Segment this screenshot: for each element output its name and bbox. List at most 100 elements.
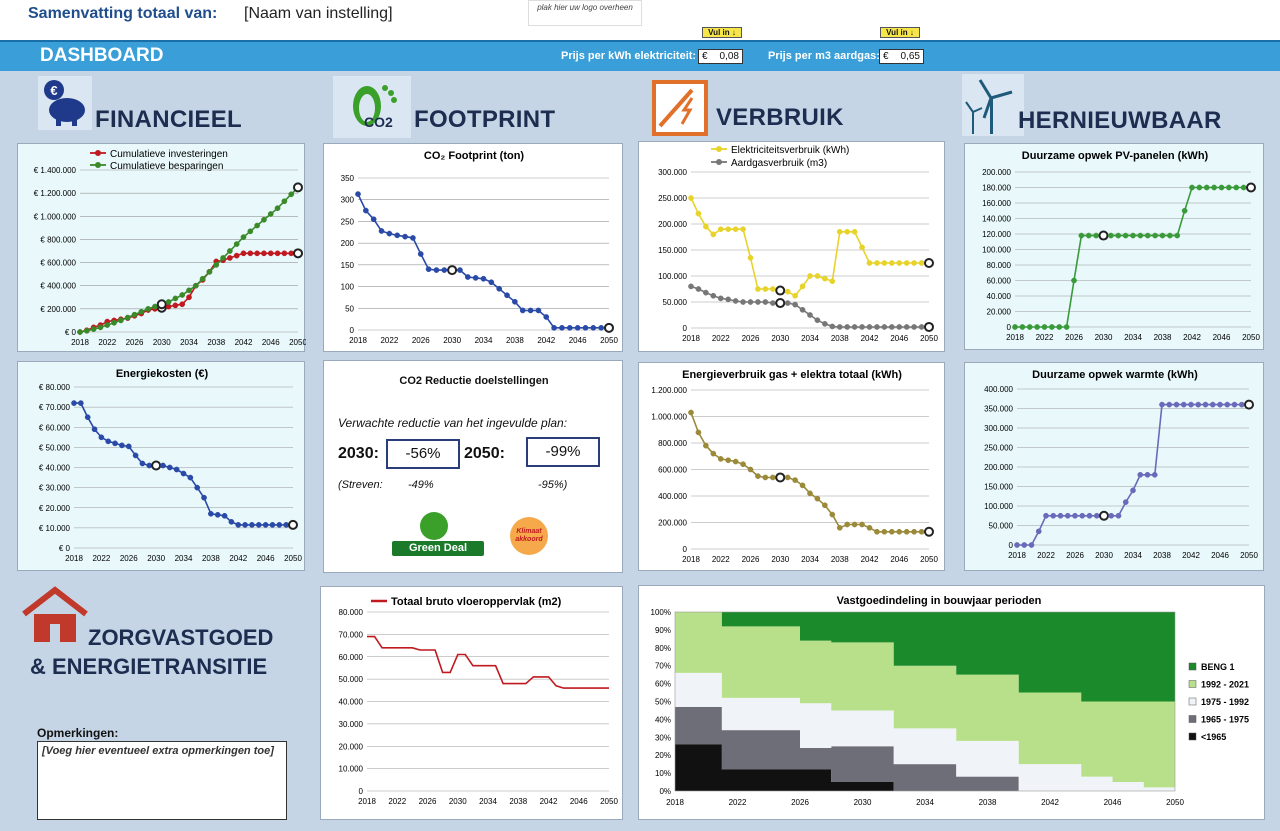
data-point — [851, 324, 858, 330]
x-tick-label: 2042 — [1182, 551, 1200, 560]
data-point — [441, 267, 448, 273]
x-tick-label: 2030 — [1095, 551, 1113, 560]
data-point — [844, 521, 851, 528]
data-point — [1115, 232, 1122, 239]
data-point — [1078, 232, 1085, 239]
data-point — [152, 303, 158, 310]
data-point — [1050, 512, 1057, 519]
area-band — [675, 706, 1175, 791]
x-tick-label: 2038 — [831, 334, 849, 343]
data-point — [274, 205, 281, 212]
data-point — [769, 474, 776, 481]
data-point — [91, 426, 98, 433]
series-line — [367, 635, 609, 689]
data-point — [717, 226, 724, 233]
co2-strive-2050: -95%) — [538, 479, 568, 491]
investments-panel: € 0 € 200.000 € 400.000 € 600.000 € 800.000 €… — [17, 143, 307, 352]
x-tick-label: 2046 — [1211, 551, 1229, 560]
heat-panel: Duurzame opwek warmte (kWh) 0 50.000 100.00… — [964, 362, 1264, 571]
x-tick-label: 2034 — [475, 336, 493, 345]
data-point — [755, 299, 761, 305]
chart-title: Energiekosten (€) — [116, 368, 209, 380]
costs-chart: Energiekosten (€) € 0 € 10.000 € 20.000 € 30… — [39, 368, 303, 563]
x-tick-label: 2022 — [98, 338, 116, 347]
institution-name[interactable]: [Naam van instelling] — [244, 5, 393, 22]
data-point — [836, 324, 843, 330]
legend-label: Cumulatieve besparingen — [110, 161, 223, 172]
gas-price-input[interactable]: €0,65 — [879, 49, 924, 64]
data-point — [822, 320, 828, 327]
data-point — [124, 314, 131, 321]
legend-label: Elektriciteitsverbruik (kWh) — [731, 145, 849, 156]
data-point — [1108, 232, 1114, 239]
y-tick-label: 300 — [341, 196, 355, 205]
legend-label: Aardgasverbruik (m3) — [731, 158, 827, 169]
section-usage-title: VERBRUIK — [716, 104, 844, 131]
y-tick-label: € 1.400.000 — [34, 166, 77, 175]
footprint-chart: CO₂ Footprint (ton) 0 50 100 150 200 250 300 350… — [341, 150, 619, 345]
data-point — [784, 288, 791, 295]
data-point — [1130, 232, 1136, 239]
chart-title: Vastgoedindeling in bouwjaar perioden — [837, 595, 1042, 607]
x-tick-label: 2042 — [229, 554, 247, 563]
x-tick-label: 2042 — [861, 555, 879, 564]
y-tick-label: 350 — [341, 174, 355, 183]
x-tick-label: 2034 — [801, 334, 819, 343]
x-tick-label: 2042 — [537, 336, 555, 345]
y-tick-label: 100% — [651, 608, 671, 617]
data-point — [1034, 324, 1040, 330]
data-point — [186, 294, 192, 301]
data-point — [156, 299, 167, 310]
y-tick-label: 400.000 — [984, 385, 1013, 394]
data-point — [1144, 232, 1151, 239]
data-point — [288, 191, 295, 198]
data-point — [394, 232, 401, 239]
legend-label: 1965 - 1975 — [1201, 715, 1249, 725]
x-tick-label: 2050 — [284, 554, 302, 563]
y-tick-label: 300.000 — [984, 424, 1013, 433]
data-point — [83, 327, 90, 334]
data-point — [836, 228, 843, 235]
data-point — [194, 484, 201, 491]
data-point — [504, 292, 510, 299]
logo-placeholder[interactable]: plak hier uw logo overheen — [528, 0, 642, 26]
data-point — [139, 460, 146, 467]
data-point — [896, 528, 903, 535]
y-tick-label: 150 — [341, 261, 355, 270]
data-point — [814, 273, 821, 279]
data-point — [254, 250, 260, 257]
data-point — [822, 275, 828, 282]
x-tick-label: 2050 — [1242, 333, 1260, 342]
y-tick-label: 20% — [655, 751, 671, 760]
x-tick-label: 2018 — [682, 334, 700, 343]
data-point — [1026, 324, 1033, 330]
y-tick-label: € 1.200.000 — [34, 189, 77, 198]
data-point — [784, 300, 791, 306]
data-point — [582, 324, 589, 331]
data-point — [740, 461, 746, 468]
data-point — [293, 182, 303, 193]
y-tick-label: 90% — [655, 626, 671, 635]
data-point — [1063, 324, 1070, 330]
data-point — [480, 275, 487, 282]
data-point — [903, 324, 910, 330]
data-point — [527, 307, 534, 314]
y-tick-label: 140.000 — [982, 215, 1011, 224]
data-point — [1028, 542, 1035, 548]
x-tick-label: 2038 — [506, 336, 524, 345]
x-tick-label: 2026 — [1065, 333, 1083, 342]
data-point — [1122, 499, 1129, 505]
data-point — [1240, 184, 1247, 191]
y-tick-label: 70% — [655, 662, 671, 671]
x-tick-label: 2030 — [449, 797, 467, 806]
series-line — [690, 285, 929, 328]
legend-swatch — [1188, 732, 1197, 741]
data-point — [276, 522, 283, 528]
data-point — [1244, 399, 1254, 410]
remarks-input[interactable]: [Voeg hier eventueel extra opmerkingen t… — [37, 741, 287, 820]
data-point — [1231, 401, 1238, 408]
data-point — [688, 195, 694, 201]
legend-label: 1992 - 2021 — [1201, 680, 1249, 690]
data-point — [1209, 401, 1216, 408]
electricity-price-input[interactable]: €0,08 — [698, 49, 743, 64]
